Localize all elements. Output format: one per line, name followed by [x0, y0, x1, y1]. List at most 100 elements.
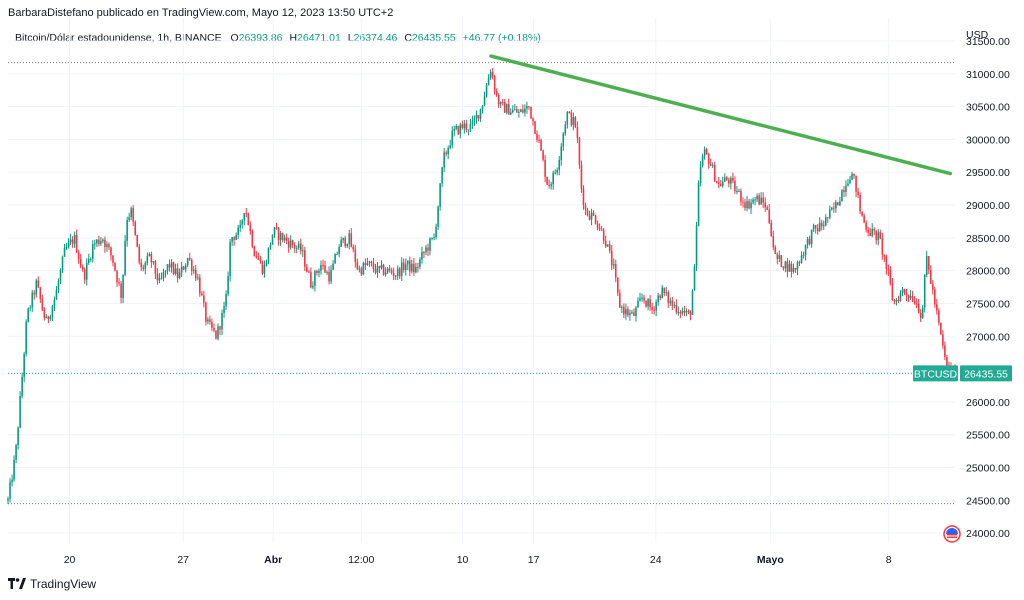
- candle-body: [612, 263, 615, 266]
- trendline-layer[interactable]: [489, 54, 953, 176]
- candle-body: [873, 228, 876, 231]
- candle-body: [41, 298, 44, 310]
- price-tick-label: 31500.00: [966, 36, 1010, 48]
- candle-body: [687, 310, 690, 313]
- price-tick-label: 28500.00: [966, 233, 1010, 245]
- candle-body: [328, 271, 330, 282]
- candle-body: [598, 227, 601, 230]
- candle-body: [715, 181, 718, 183]
- candle-body: [564, 124, 567, 134]
- candle-body: [503, 102, 506, 113]
- candle-body: [851, 173, 853, 180]
- candle-body: [433, 237, 435, 239]
- candle-body: [445, 152, 447, 155]
- candle-body: [526, 106, 528, 109]
- candle-body: [934, 289, 936, 305]
- candle-body: [13, 459, 15, 480]
- candle-body: [867, 229, 869, 233]
- candle-body: [29, 307, 32, 309]
- candle-body: [372, 263, 375, 269]
- candle-body: [499, 102, 502, 105]
- candle-body: [764, 202, 766, 208]
- candle-body: [194, 269, 197, 279]
- candle-body: [497, 94, 500, 105]
- candle-body: [566, 112, 569, 125]
- candle-body: [865, 222, 867, 230]
- candle-body: [610, 250, 613, 266]
- candles-layer[interactable]: [7, 68, 956, 505]
- candle-body: [734, 180, 736, 192]
- candle-body: [231, 237, 233, 242]
- candle-body: [409, 260, 411, 272]
- candle-body: [590, 212, 593, 220]
- candle-body: [675, 304, 678, 313]
- candle-body: [879, 232, 882, 239]
- candle-body: [804, 244, 807, 256]
- candle-body: [320, 265, 322, 271]
- price-axis[interactable]: USD 31500.00 31000.00 30500.00 30000.00 2950…: [913, 29, 1012, 540]
- candle-body: [596, 223, 599, 228]
- candle-body: [17, 427, 19, 445]
- candle-body: [150, 253, 153, 263]
- price-tick-label: 28000.00: [966, 266, 1010, 278]
- candle-body: [59, 269, 62, 282]
- tradingview-footer[interactable]: TradingView: [8, 577, 96, 591]
- candle-body: [685, 310, 688, 313]
- flag-icon[interactable]: [943, 525, 961, 543]
- candle-body: [857, 191, 859, 195]
- candle-body: [651, 307, 653, 310]
- candle-body: [364, 263, 367, 266]
- candle-body: [580, 164, 583, 189]
- last-price-box: [960, 365, 1012, 382]
- candle-body: [647, 299, 649, 307]
- candle-body: [568, 112, 571, 114]
- candle-body: [608, 244, 611, 251]
- candle-body: [221, 312, 223, 330]
- candle-body: [740, 191, 742, 202]
- time-tick-label: Mayo: [757, 554, 784, 566]
- candle-body: [267, 247, 270, 263]
- candle-body: [493, 76, 496, 92]
- candle-body: [883, 254, 886, 257]
- candle-body: [7, 498, 9, 501]
- candle-body: [394, 275, 397, 277]
- candle-body: [146, 256, 149, 264]
- candle-body: [110, 247, 112, 256]
- candle-body: [606, 244, 609, 247]
- candle-body: [158, 277, 161, 281]
- tradingview-logo-icon: [8, 578, 26, 590]
- candle-body: [261, 261, 264, 274]
- candle-body: [859, 194, 861, 212]
- candle-body: [245, 213, 248, 215]
- candle-body: [627, 309, 629, 316]
- candle-body: [550, 184, 552, 186]
- candle-body: [748, 201, 750, 209]
- candle-body: [443, 152, 445, 168]
- candle-body: [11, 479, 13, 483]
- candle-body: [87, 258, 90, 264]
- candle-body: [881, 238, 884, 255]
- time-axis[interactable]: 20 27 Abr 12:00 10 17 24 Mayo 8: [64, 554, 892, 566]
- candle-body: [229, 241, 231, 277]
- candle-body: [199, 277, 201, 294]
- candle-body: [152, 261, 155, 263]
- candle-body: [693, 266, 696, 291]
- candle-body: [243, 213, 246, 221]
- candle-body: [637, 300, 639, 308]
- candle-body: [936, 304, 938, 311]
- candle-body: [826, 217, 829, 219]
- candle-body: [423, 252, 425, 254]
- dotted-levels: [8, 62, 955, 505]
- candle-body: [180, 266, 183, 273]
- candle-body: [156, 273, 159, 281]
- candle-body: [479, 108, 482, 119]
- candle-body: [316, 271, 318, 273]
- candle-body: [427, 247, 429, 251]
- candle-body: [863, 215, 865, 223]
- candle-body: [501, 102, 504, 104]
- candle-body: [467, 129, 470, 131]
- candle-body: [623, 306, 625, 315]
- time-tick-label: 24: [650, 554, 662, 566]
- candle-body: [671, 300, 674, 306]
